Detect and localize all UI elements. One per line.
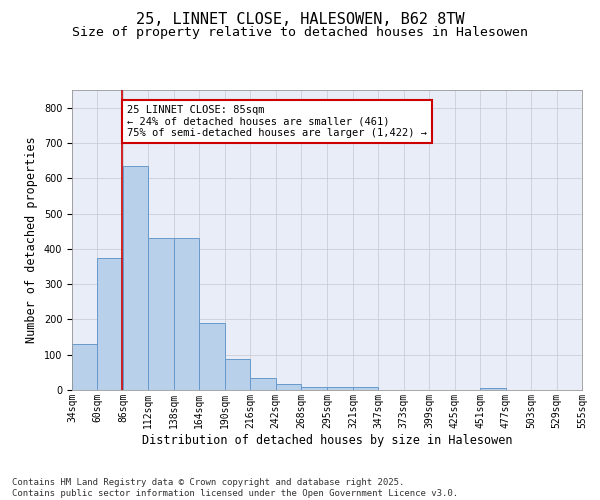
Bar (328, 387, 353, 390)
Bar (97, 258, 123, 390)
Bar (199, 323, 225, 390)
Bar (480, 388, 506, 390)
Bar (123, 166, 148, 390)
Text: Contains HM Land Registry data © Crown copyright and database right 2025.
Contai: Contains HM Land Registry data © Crown c… (12, 478, 458, 498)
Bar (225, 360, 250, 390)
Bar (72, 344, 97, 390)
Bar (301, 387, 328, 390)
Text: 25 LINNET CLOSE: 85sqm
← 24% of detached houses are smaller (461)
75% of semi-de: 25 LINNET CLOSE: 85sqm ← 24% of detached… (127, 105, 427, 138)
X-axis label: Distribution of detached houses by size in Halesowen: Distribution of detached houses by size … (142, 434, 512, 446)
Text: Size of property relative to detached houses in Halesowen: Size of property relative to detached ho… (72, 26, 528, 39)
Bar (353, 387, 379, 390)
Y-axis label: Number of detached properties: Number of detached properties (25, 136, 38, 344)
Bar (148, 238, 174, 390)
Bar (250, 378, 275, 390)
Text: 25, LINNET CLOSE, HALESOWEN, B62 8TW: 25, LINNET CLOSE, HALESOWEN, B62 8TW (136, 12, 464, 28)
Bar (275, 384, 301, 390)
Bar (174, 238, 199, 390)
